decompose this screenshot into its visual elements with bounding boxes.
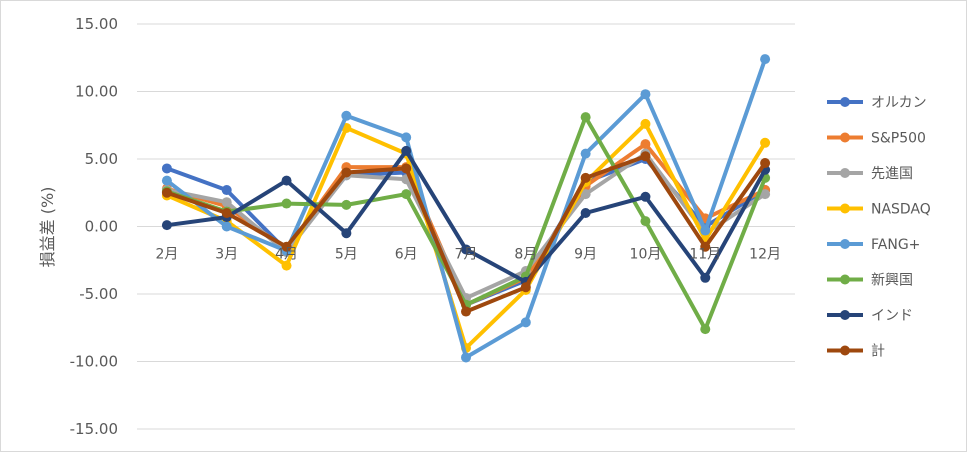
data-point — [520, 282, 531, 293]
data-point — [341, 228, 352, 239]
data-point — [640, 139, 651, 150]
legend-item: 計 — [827, 344, 885, 360]
y-tick-label: -15.00 — [70, 420, 118, 438]
data-point — [401, 163, 412, 174]
series-0 — [161, 154, 771, 310]
data-point — [221, 208, 232, 218]
data-point — [760, 158, 771, 169]
legend-label: 新興国 — [871, 273, 913, 289]
data-point — [281, 241, 292, 252]
series-line — [164, 142, 768, 307]
data-point — [341, 110, 352, 121]
legend-item: FANG+ — [827, 237, 920, 253]
legend-label: 先進国 — [871, 166, 913, 182]
legend-label: オルカン — [871, 95, 927, 111]
y-tick-label: 15.00 — [75, 15, 118, 33]
y-axis-ticks: 15.00 10.00 5.00 0.00 -5.00 -10.00 -15.00 — [70, 15, 118, 438]
x-tick-label: 8月 — [514, 247, 537, 263]
legend-label: 計 — [871, 344, 885, 360]
data-point — [700, 241, 711, 252]
legend-swatch-marker — [840, 132, 850, 143]
x-tick-label: 7月 — [455, 247, 478, 263]
data-point — [760, 137, 771, 148]
y-tick-label: 10.00 — [75, 83, 118, 101]
legend-label: FANG+ — [871, 237, 920, 253]
legend-swatch-marker — [840, 274, 850, 285]
series-4 — [161, 54, 771, 363]
data-point — [401, 132, 412, 143]
data-point — [281, 198, 292, 209]
data-point — [161, 220, 172, 231]
legend-swatch-marker — [840, 203, 850, 214]
legend-item: オルカン — [827, 95, 927, 111]
data-point — [221, 221, 232, 232]
y-tick-label: 0.00 — [85, 218, 118, 236]
x-tick-label: 9月 — [574, 247, 597, 263]
data-point — [461, 306, 471, 317]
data-point — [221, 185, 232, 196]
legend-swatch-marker — [840, 345, 850, 356]
legend-item: インド — [827, 308, 913, 324]
data-point — [461, 244, 471, 255]
data-point — [700, 324, 711, 335]
x-tick-label: 12月 — [749, 247, 781, 263]
data-point — [580, 189, 591, 200]
data-point — [401, 145, 412, 156]
y-tick-label: -5.00 — [79, 285, 118, 303]
x-tick-label: 6月 — [395, 247, 418, 263]
data-point — [640, 216, 651, 227]
data-point — [341, 167, 352, 178]
x-tick-label: 4月 — [275, 247, 298, 263]
data-point — [700, 225, 711, 236]
data-point — [281, 175, 292, 186]
data-point — [580, 208, 591, 218]
data-point — [341, 199, 352, 210]
x-tick-label: 2月 — [155, 247, 178, 263]
legend-item: 新興国 — [827, 273, 913, 289]
y-tick-label: 5.00 — [85, 150, 118, 168]
x-tick-label: 3月 — [215, 247, 238, 263]
data-point — [580, 148, 591, 159]
data-point — [640, 89, 651, 100]
data-point — [161, 163, 172, 174]
data-point — [221, 197, 232, 208]
data-point — [760, 189, 771, 200]
data-point — [760, 54, 771, 65]
x-tick-label: 5月 — [335, 247, 358, 263]
legend-swatch-marker — [840, 310, 850, 320]
data-point — [640, 151, 651, 162]
legend-label: S&P500 — [871, 131, 926, 147]
data-point — [640, 191, 651, 202]
legend-item: NASDAQ — [827, 202, 931, 218]
x-tick-label: 10月 — [630, 247, 662, 263]
legend-swatch-marker — [840, 168, 850, 178]
data-point — [401, 189, 412, 200]
x-axis-ticks: 2月 3月 4月 5月 6月 7月 8月 9月 10月 11月 12月 — [155, 247, 781, 263]
series-7 — [161, 151, 771, 317]
y-tick-label: -10.00 — [70, 353, 118, 371]
legend-item: S&P500 — [827, 131, 926, 147]
legend-label: インド — [871, 308, 913, 324]
legend-item: 先進国 — [827, 166, 913, 182]
x-tick-label: 11月 — [689, 247, 721, 263]
legend-swatch-marker — [840, 97, 850, 107]
data-point — [580, 172, 591, 183]
series-lines — [161, 54, 771, 363]
data-point — [640, 118, 651, 129]
legend-swatch-marker — [840, 239, 850, 249]
data-point — [161, 175, 172, 186]
data-point — [461, 352, 471, 363]
data-point — [520, 317, 531, 328]
data-point — [161, 187, 172, 198]
y-axis-label: 損益差 (%) — [38, 187, 57, 268]
data-point — [700, 272, 711, 283]
data-point — [281, 260, 292, 271]
legend-label: NASDAQ — [871, 202, 931, 218]
data-point — [580, 112, 591, 123]
